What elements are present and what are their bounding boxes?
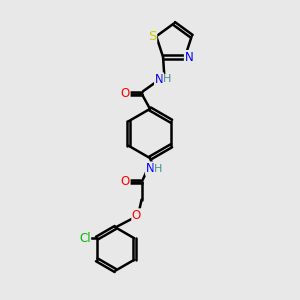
Text: S: S [148, 30, 157, 43]
Text: O: O [121, 175, 130, 188]
Text: N: N [184, 50, 193, 64]
Text: H: H [154, 164, 163, 174]
Text: N: N [146, 162, 154, 175]
Text: N: N [154, 73, 164, 86]
Text: O: O [121, 87, 130, 100]
Text: H: H [163, 74, 172, 85]
Text: O: O [132, 209, 141, 222]
Text: Cl: Cl [79, 232, 91, 245]
